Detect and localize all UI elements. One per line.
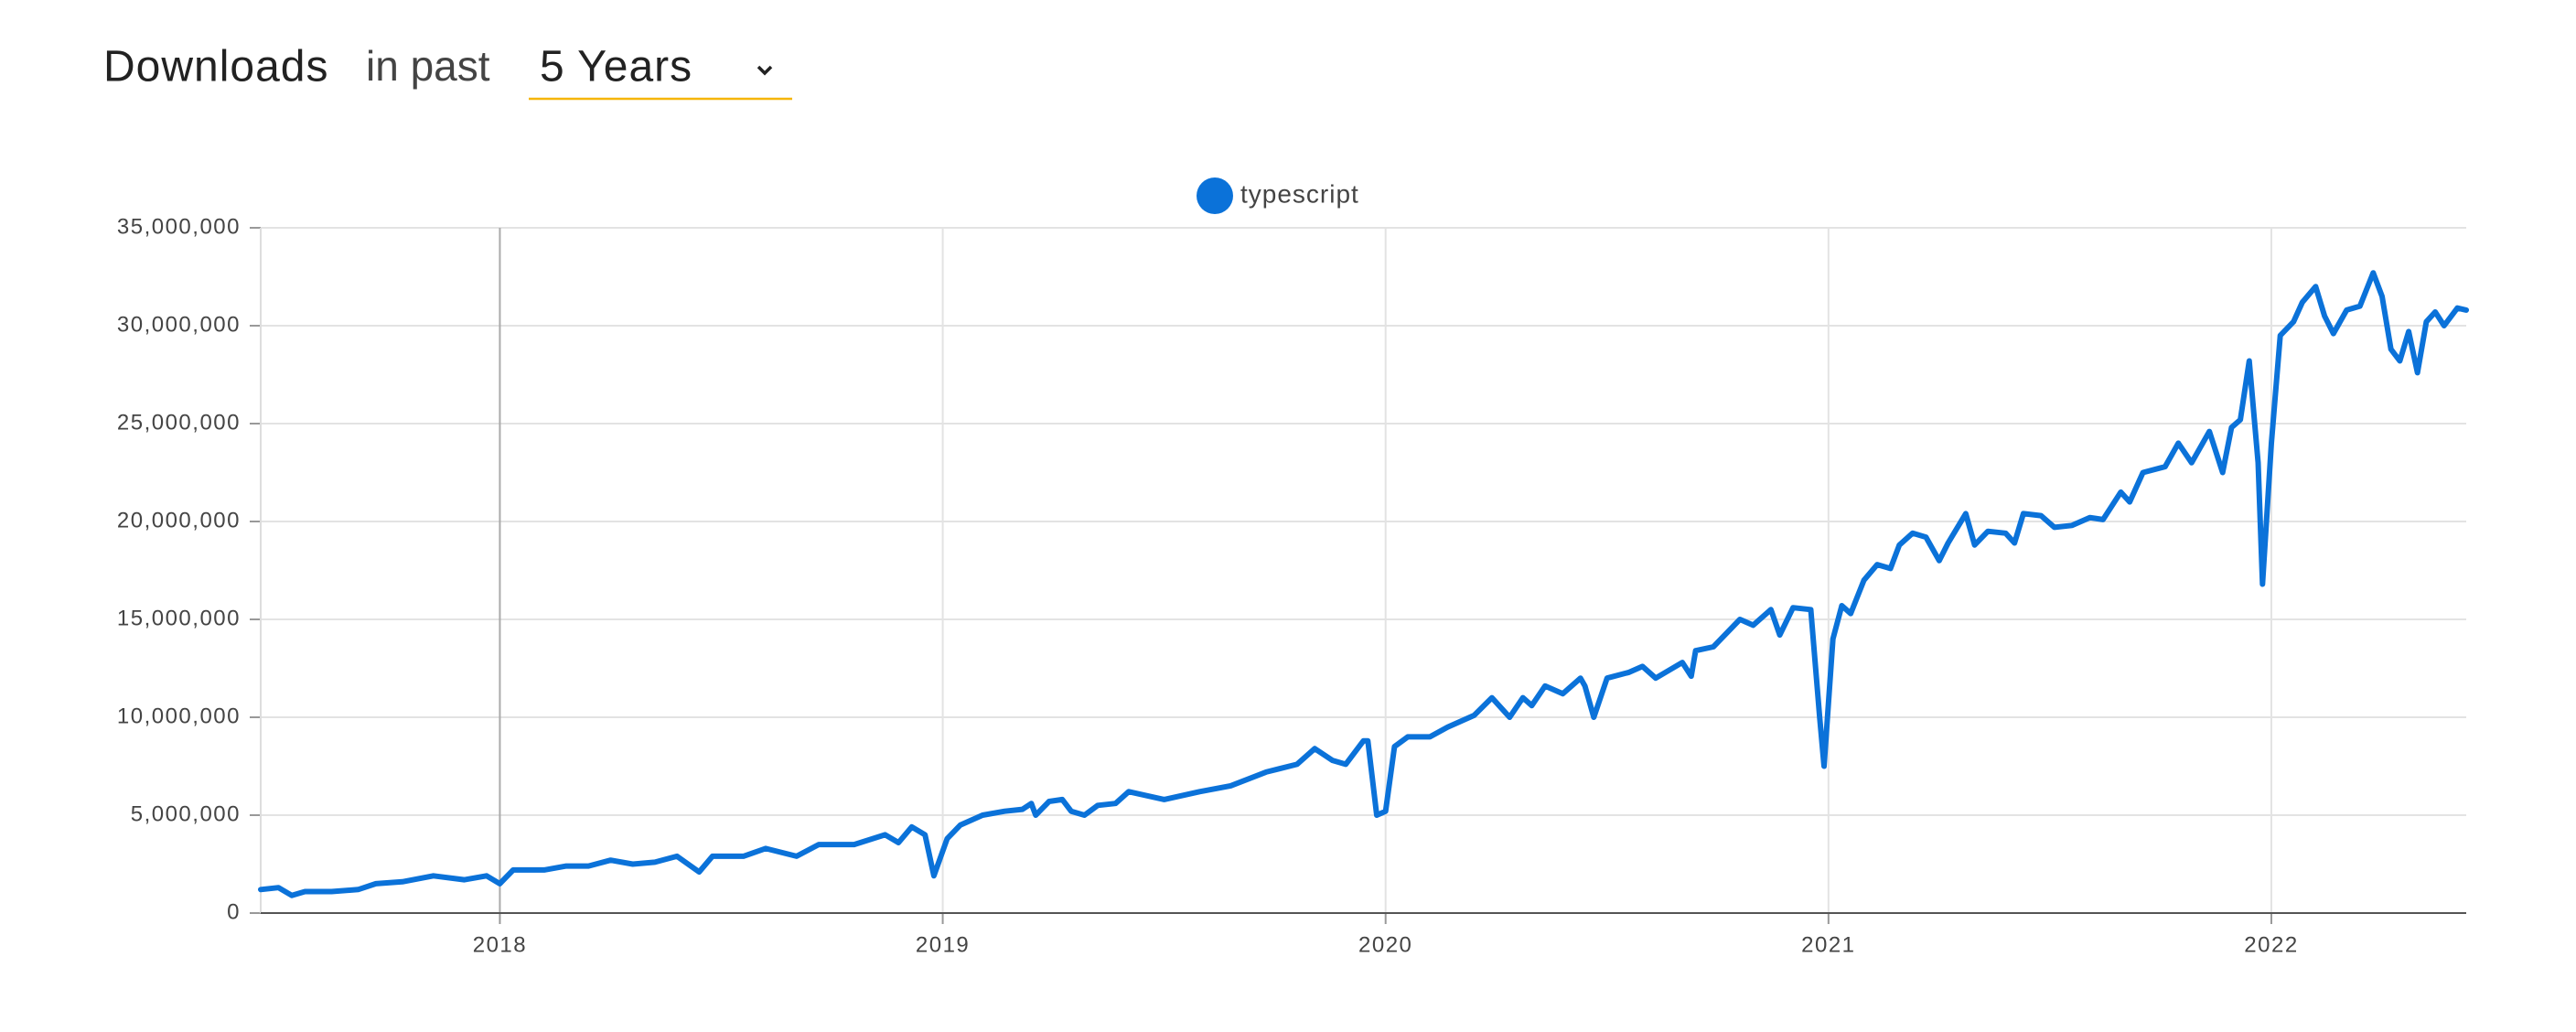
y-tick-label: 35,000,000 [117,214,241,239]
x-tick-label: 2021 [1801,932,1855,957]
legend-label: typescript [1240,179,1359,208]
y-tick-label: 25,000,000 [117,410,241,435]
y-tick-label: 5,000,000 [131,801,241,826]
y-tick-label: 0 [227,899,241,924]
x-tick-label: 2022 [2244,932,2298,957]
y-tick-label: 20,000,000 [117,508,241,532]
series-line [258,270,2469,898]
x-tick-label: 2018 [473,932,527,957]
y-tick-label: 30,000,000 [117,312,241,337]
x-tick-label: 2019 [916,932,970,957]
period-select[interactable]: 5 Years [540,43,692,91]
legend-swatch [1197,177,1233,214]
chevron-icon[interactable] [757,65,773,76]
header-subtitle: in past [366,42,490,90]
y-tick-label: 15,000,000 [117,606,241,630]
header-title: Downloads [103,43,328,91]
y-tick-label: 10,000,000 [117,704,241,728]
x-tick-label: 2020 [1358,932,1412,957]
